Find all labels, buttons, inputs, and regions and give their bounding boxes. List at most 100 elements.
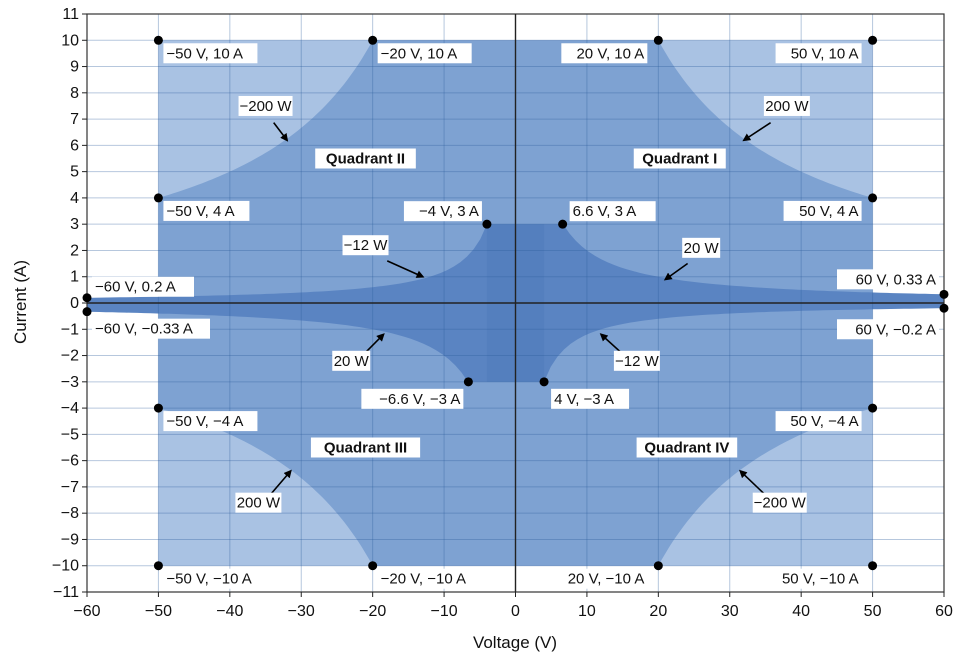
power-label: −200 W — [238, 95, 293, 116]
point-label-bg — [361, 388, 464, 409]
quadrant-label-text: Quadrant III — [324, 440, 407, 457]
point-label-text: 60 V, 0.33 A — [856, 271, 936, 288]
power-label: 20 W — [682, 237, 721, 258]
power-label-text: −200 W — [754, 495, 807, 512]
y-tick-label: 11 — [62, 6, 79, 23]
y-tick-label: 5 — [70, 164, 79, 181]
power-label-text: −12 W — [344, 237, 389, 254]
y-tick-label: 0 — [70, 295, 79, 312]
point-label-bg — [837, 319, 939, 340]
point-label-text: −60 V, −0.33 A — [95, 321, 193, 338]
power-label-bg — [235, 492, 282, 513]
x-tick-label: −50 — [145, 603, 172, 620]
x-tick-label: 20 — [649, 603, 667, 620]
point-label-text: −20 V, −10 A — [381, 571, 466, 588]
operating-point — [868, 35, 878, 45]
y-tick-label: 8 — [70, 85, 79, 102]
point-label: 50 V, 10 A — [775, 43, 862, 64]
operating-point — [558, 219, 568, 229]
x-tick-label: 60 — [935, 603, 953, 620]
point-label: 20 V, 10 A — [561, 43, 648, 64]
power-arrow — [273, 122, 289, 142]
y-tick-label: 9 — [70, 59, 79, 76]
power-label-bg — [238, 95, 293, 116]
point-label-text: 4 V, −3 A — [554, 391, 614, 408]
point-label: 50 V, 4 A — [783, 200, 862, 221]
point-label: 50 V, −4 A — [775, 411, 862, 432]
point-label: 4 V, −3 A — [551, 388, 630, 409]
x-tick-label: 10 — [578, 603, 596, 620]
operating-point — [868, 403, 878, 413]
label-layer: −50 V, 10 A −20 V, 10 A 20 V, 10 A 50 V, 10… — [92, 43, 939, 589]
x-tick-label: 30 — [721, 603, 739, 620]
operating-point — [153, 561, 163, 571]
point-label: −6.6 V, −3 A — [361, 388, 464, 409]
power-label-bg — [613, 350, 660, 371]
point-label-bg — [163, 568, 266, 589]
power-label-bg — [682, 237, 721, 258]
point-label-text: −4 V, 3 A — [419, 203, 479, 220]
point-label-bg — [377, 568, 480, 589]
power-label-bg — [763, 95, 810, 116]
point-label-bg — [163, 411, 258, 432]
y-tick-label: −8 — [61, 505, 79, 522]
point-label: 60 V, −0.2 A — [837, 319, 939, 340]
point-label-text: 20 V, −10 A — [568, 571, 645, 588]
quadrant-label-text: Quadrant II — [326, 151, 405, 168]
power-label: −200 W — [752, 492, 807, 513]
x-tick-label: −40 — [216, 603, 243, 620]
y-tick-label: −2 — [61, 348, 79, 365]
y-tick-label: 7 — [70, 111, 79, 128]
point-label: −20 V, −10 A — [377, 568, 480, 589]
point-label-bg — [377, 43, 472, 64]
operating-point — [868, 193, 878, 203]
operating-point — [653, 561, 663, 571]
point-label-bg — [163, 43, 258, 64]
quadrant-label-text: Quadrant IV — [644, 440, 729, 457]
y-tick-label: −3 — [61, 374, 79, 391]
point-label: −20 V, 10 A — [377, 43, 472, 64]
point-label-text: 50 V, 4 A — [799, 203, 859, 220]
power-label-text: 20 W — [684, 240, 720, 257]
point-label-text: −20 V, 10 A — [381, 45, 458, 62]
y-tick-label: 6 — [70, 137, 79, 154]
operating-point — [153, 403, 163, 413]
x-tick-label: 40 — [792, 603, 810, 620]
point-label: 50 V, −10 A — [767, 568, 862, 589]
power-label-bg — [332, 350, 371, 371]
power-label-text: −12 W — [615, 353, 660, 370]
point-label: −4 V, 3 A — [403, 201, 482, 222]
point-label-bg — [783, 200, 862, 221]
y-tick-label: −5 — [61, 426, 79, 443]
operating-point — [539, 377, 549, 387]
point-label: −50 V, −4 A — [163, 411, 258, 432]
point-label-text: 50 V, −4 A — [790, 413, 858, 430]
point-label-bg — [775, 411, 862, 432]
point-label-text: −50 V, 4 A — [166, 203, 234, 220]
point-label: 6.6 V, 3 A — [569, 201, 656, 222]
tick-layer: −60 −50 −40 −30 −20 −10 0 10 20 30 40 50 60111098765… — [52, 6, 953, 620]
point-label-bg — [92, 276, 194, 297]
power-arrow — [386, 260, 425, 278]
power-label-text: −200 W — [239, 98, 292, 115]
power-label-text: 200 W — [237, 495, 281, 512]
point-label-bg — [837, 269, 939, 290]
y-tick-label: −1 — [61, 321, 79, 338]
quadrant-label-bg — [633, 148, 726, 169]
point-label: −50 V, 10 A — [163, 43, 258, 64]
point-label-text: −50 V, 10 A — [166, 45, 243, 62]
quadrant-label-bg — [310, 437, 421, 458]
y-tick-label: −7 — [61, 479, 79, 496]
point-label-bg — [92, 318, 210, 339]
operating-point — [868, 561, 878, 571]
point-label-bg — [553, 568, 648, 589]
operating-point — [939, 303, 949, 313]
y-tick-label: −11 — [53, 584, 79, 601]
point-label-text: 50 V, 10 A — [791, 45, 859, 62]
y-tick-label: 10 — [61, 32, 79, 49]
point-label-text: −60 V, 0.2 A — [95, 279, 176, 296]
point-label-text: 50 V, −10 A — [782, 571, 859, 588]
point-label-bg — [775, 43, 862, 64]
quadrant-label: Quadrant IV — [636, 437, 738, 458]
